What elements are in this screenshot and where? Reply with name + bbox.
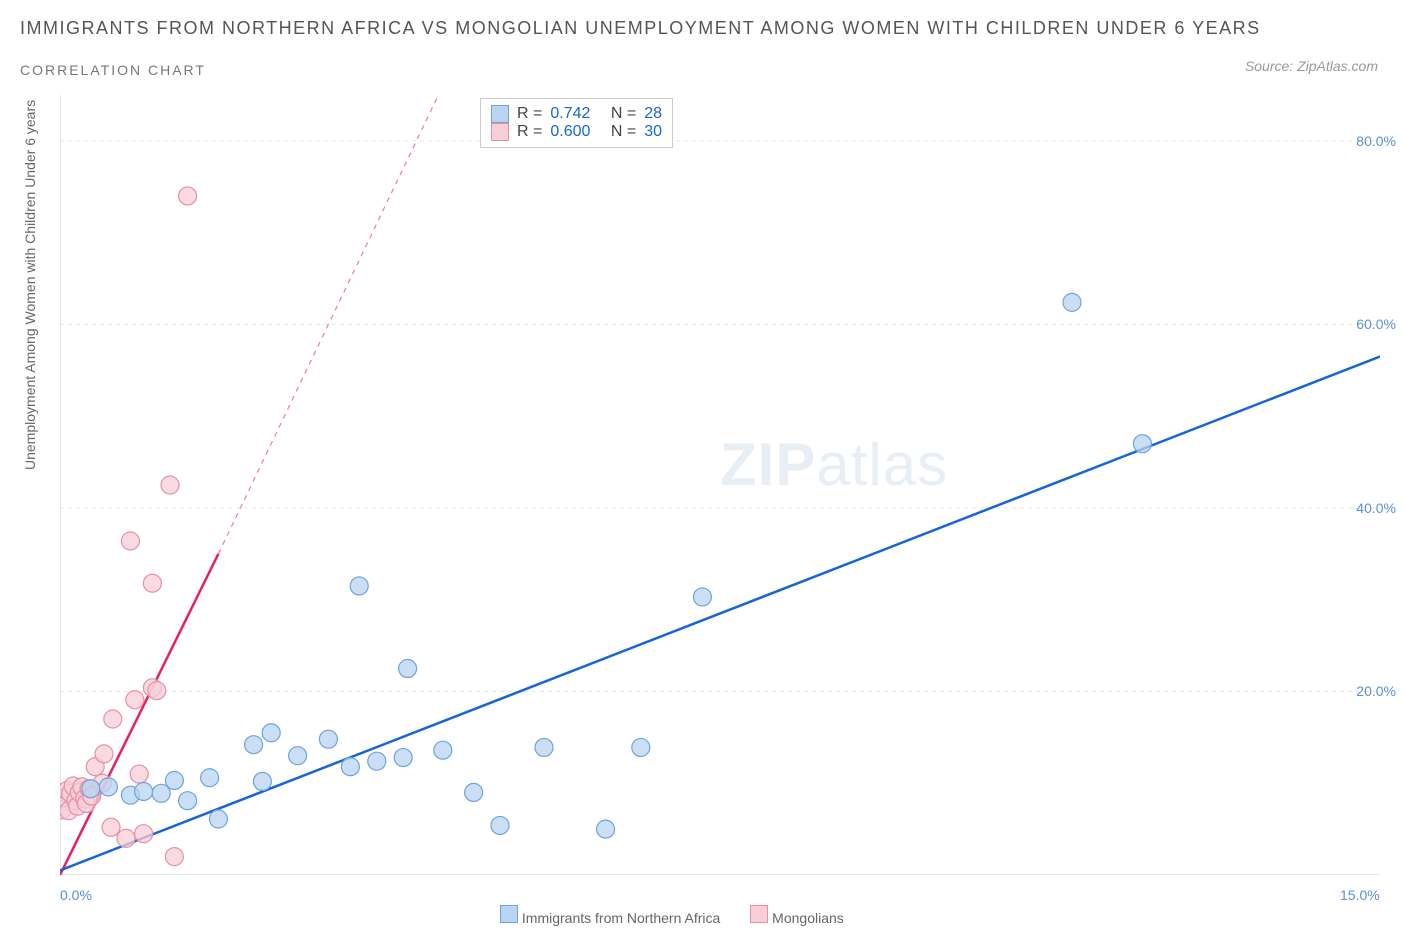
- y-axis-label: Unemployment Among Women with Children U…: [22, 100, 38, 470]
- x-tick-label: 15.0%: [1340, 887, 1380, 903]
- source-attribution: Source: ZipAtlas.com: [1245, 58, 1378, 74]
- legend-swatch-blue: [491, 105, 509, 123]
- legend-label-2: Mongolians: [772, 910, 844, 926]
- legend-swatch-pink: [491, 123, 509, 141]
- scatter-chart-svg: [60, 95, 1380, 875]
- legend-label-1: Immigrants from Northern Africa: [522, 910, 720, 926]
- chart-plot-area: [60, 95, 1380, 875]
- legend-item-1: Immigrants from Northern Africa: [500, 905, 720, 926]
- legend-item-2: Mongolians: [750, 905, 844, 926]
- y-tick-label: 40.0%: [1356, 500, 1396, 516]
- r-label-1: R =: [517, 105, 542, 123]
- legend-swatch-bottom-pink: [750, 905, 768, 923]
- chart-subtitle: CORRELATION CHART: [20, 62, 206, 78]
- source-name: ZipAtlas.com: [1297, 58, 1378, 74]
- chart-title: IMMIGRANTS FROM NORTHERN AFRICA VS MONGO…: [20, 18, 1261, 39]
- n-label-1: N =: [611, 105, 636, 123]
- series-legend: Immigrants from Northern Africa Mongolia…: [500, 905, 844, 926]
- legend-row-series-2: R = 0.600 N = 30: [491, 123, 662, 141]
- y-tick-label: 60.0%: [1356, 316, 1396, 332]
- y-tick-label: 20.0%: [1356, 683, 1396, 699]
- y-tick-label: 80.0%: [1356, 133, 1396, 149]
- correlation-legend: R = 0.742 N = 28 R = 0.600 N = 30: [480, 98, 673, 148]
- n-value-2: 30: [644, 123, 662, 141]
- n-label-2: N =: [611, 123, 636, 141]
- x-tick-label: 0.0%: [60, 887, 92, 903]
- r-value-1: 0.742: [550, 105, 590, 123]
- r-label-2: R =: [517, 123, 542, 141]
- legend-row-series-1: R = 0.742 N = 28: [491, 105, 662, 123]
- r-value-2: 0.600: [550, 123, 590, 141]
- source-prefix: Source:: [1245, 58, 1297, 74]
- n-value-1: 28: [644, 105, 662, 123]
- legend-swatch-bottom-blue: [500, 905, 518, 923]
